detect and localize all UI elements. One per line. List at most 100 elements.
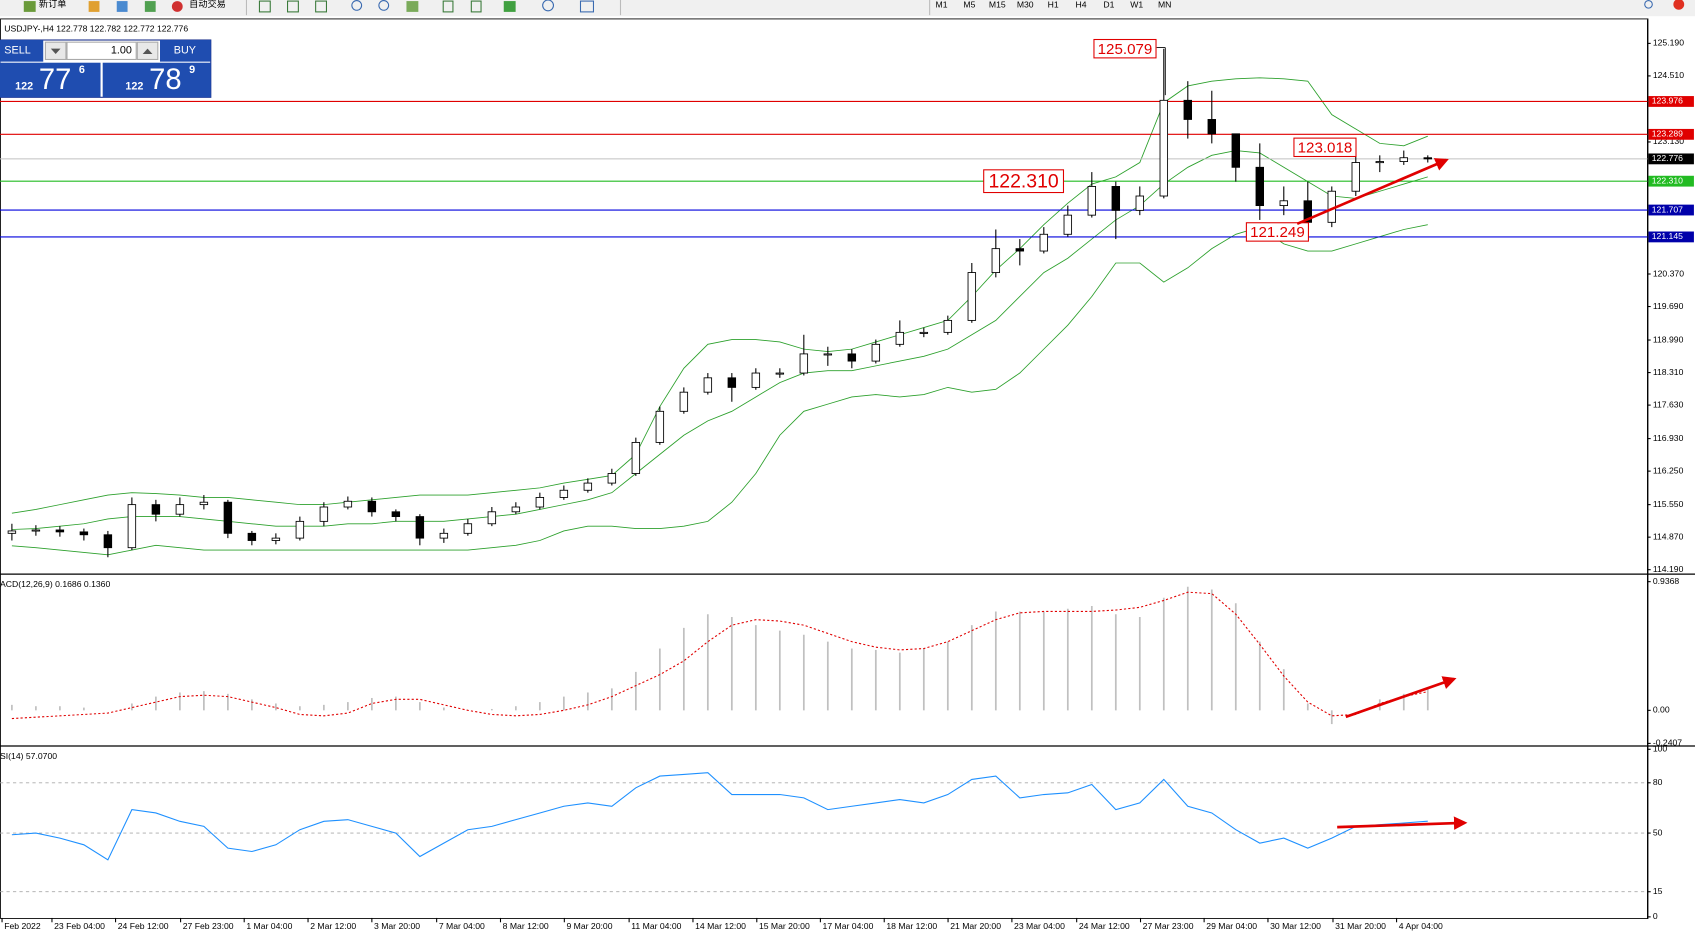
x-tick-label: 15 Mar 20:00 [759, 921, 810, 931]
candle-body [127, 504, 137, 549]
lot-input[interactable] [66, 41, 137, 61]
x-tick-label: 24 Mar 12:00 [1079, 921, 1130, 931]
price-annotation: 125.079 [1098, 41, 1153, 58]
candle-body [703, 377, 713, 393]
candle-body [1183, 99, 1193, 120]
timeframe-button[interactable]: M1 [936, 0, 948, 10]
candle-body [1231, 133, 1241, 168]
timeframe-button[interactable]: M5 [963, 0, 975, 10]
lot-value: 1.00 [111, 45, 132, 57]
candle-body [319, 506, 329, 522]
icon [315, 0, 328, 13]
candle-body [1375, 161, 1384, 164]
buy-price-box[interactable] [102, 62, 211, 98]
y-tick-label: 0.9368 [1653, 576, 1680, 586]
icon [470, 0, 482, 13]
sell-button[interactable] [0, 40, 44, 62]
price-level-label: 123.976 [1652, 96, 1683, 106]
y-tick-label: 117.630 [1653, 399, 1684, 409]
x-tick-label: 11 Mar 04:00 [631, 921, 681, 931]
icon [542, 0, 555, 12]
x-tick-label: 7 Mar 04:00 [439, 921, 485, 931]
x-tick-label: Feb 2022 [4, 921, 41, 931]
timeframe-button[interactable]: M15 [989, 0, 1006, 10]
candle-body [271, 537, 281, 541]
timeframe-button[interactable]: W1 [1130, 0, 1143, 10]
toolbar-bg [0, 0, 1695, 17]
candle-body [631, 441, 641, 474]
candle-body [751, 372, 761, 388]
y-tick-label: 118.990 [1653, 334, 1684, 344]
buy-price-pips: 78 [149, 64, 181, 96]
y-tick-label: -0.2407 [1653, 738, 1682, 748]
candle-body [487, 511, 497, 525]
candle-body [1039, 233, 1049, 252]
candle-body [847, 353, 857, 362]
x-tick-label: 29 Mar 04:00 [1206, 921, 1257, 931]
price-level-tag [1648, 175, 1694, 187]
y-tick-label: 115.550 [1653, 499, 1684, 509]
icon [351, 0, 363, 11]
candle-body [439, 532, 449, 539]
candle-body [871, 343, 881, 362]
x-tick-label: 27 Mar 23:00 [1143, 921, 1194, 931]
icon [88, 1, 100, 12]
y-tick-label: 125.190 [1653, 38, 1684, 48]
icon [116, 1, 128, 12]
timeframe-button[interactable]: M30 [1017, 0, 1034, 10]
price-annotation-box [983, 169, 1065, 194]
symbol-title: USDJPY-,H4 122.778 122.782 122.772 122.7… [4, 23, 188, 33]
price-level-tag [1648, 204, 1694, 216]
icon [23, 1, 36, 12]
indicator-title: ACD(12,26,9) 0.1686 0.1360 [0, 579, 110, 589]
candle-body [583, 482, 593, 491]
candle-body [1399, 157, 1408, 162]
sell-price-pips: 77 [39, 64, 71, 96]
bollinger-upper [11, 77, 1428, 514]
x-tick-label: 23 Mar 04:00 [1014, 921, 1065, 931]
candle-body [823, 353, 833, 356]
search-icon[interactable] [1644, 0, 1653, 9]
timeframe-button[interactable]: H1 [1048, 0, 1059, 10]
y-tick-label: 118.310 [1653, 367, 1684, 377]
price-level-label: 121.145 [1652, 231, 1683, 241]
sell-price-box[interactable] [0, 62, 101, 98]
timeframe-button[interactable]: MN [1158, 0, 1171, 10]
buy-button[interactable] [159, 40, 211, 62]
candle-body [895, 331, 905, 345]
candle-body [727, 377, 737, 388]
candle-body [1279, 200, 1289, 207]
icon [171, 1, 183, 12]
trend-arrow [1345, 676, 1457, 719]
x-tick-label: 17 Mar 04:00 [823, 921, 874, 931]
new-order-button[interactable]: 新订单 [39, 0, 67, 9]
x-tick-label: 30 Mar 12:00 [1270, 921, 1321, 931]
macd-signal [11, 591, 1428, 720]
y-tick-label: 116.250 [1653, 465, 1684, 475]
timeframe-button[interactable]: D1 [1103, 0, 1114, 10]
candle-body [31, 529, 41, 532]
candle-body [1351, 162, 1360, 192]
x-tick-label: 18 Mar 12:00 [886, 921, 937, 931]
candle-body [7, 530, 17, 534]
notification-icon[interactable] [1673, 0, 1685, 10]
buy-label: BUY [174, 45, 196, 57]
auto-trading-button[interactable]: 自动交易 [189, 0, 226, 9]
arrow-icon [50, 48, 61, 55]
candle-body [1207, 119, 1217, 135]
candle-body [343, 500, 353, 508]
bollinger-lower [11, 224, 1428, 556]
candle-body [967, 272, 977, 321]
candle-body [199, 501, 209, 506]
price-annotation-box [1293, 137, 1357, 158]
candle-body [151, 504, 161, 515]
candle-body [919, 331, 929, 334]
icon [287, 0, 299, 13]
price-level-tag [1648, 96, 1694, 107]
x-tick-label: 21 Mar 20:00 [950, 921, 1001, 931]
x-tick-label: 27 Feb 23:00 [183, 921, 234, 931]
trade-panel: SELL 1.00 BUY 122 77 6 122 78 9 [0, 39, 212, 98]
timeframe-button[interactable]: H4 [1075, 0, 1086, 10]
y-tick-label: 123.130 [1653, 136, 1684, 146]
